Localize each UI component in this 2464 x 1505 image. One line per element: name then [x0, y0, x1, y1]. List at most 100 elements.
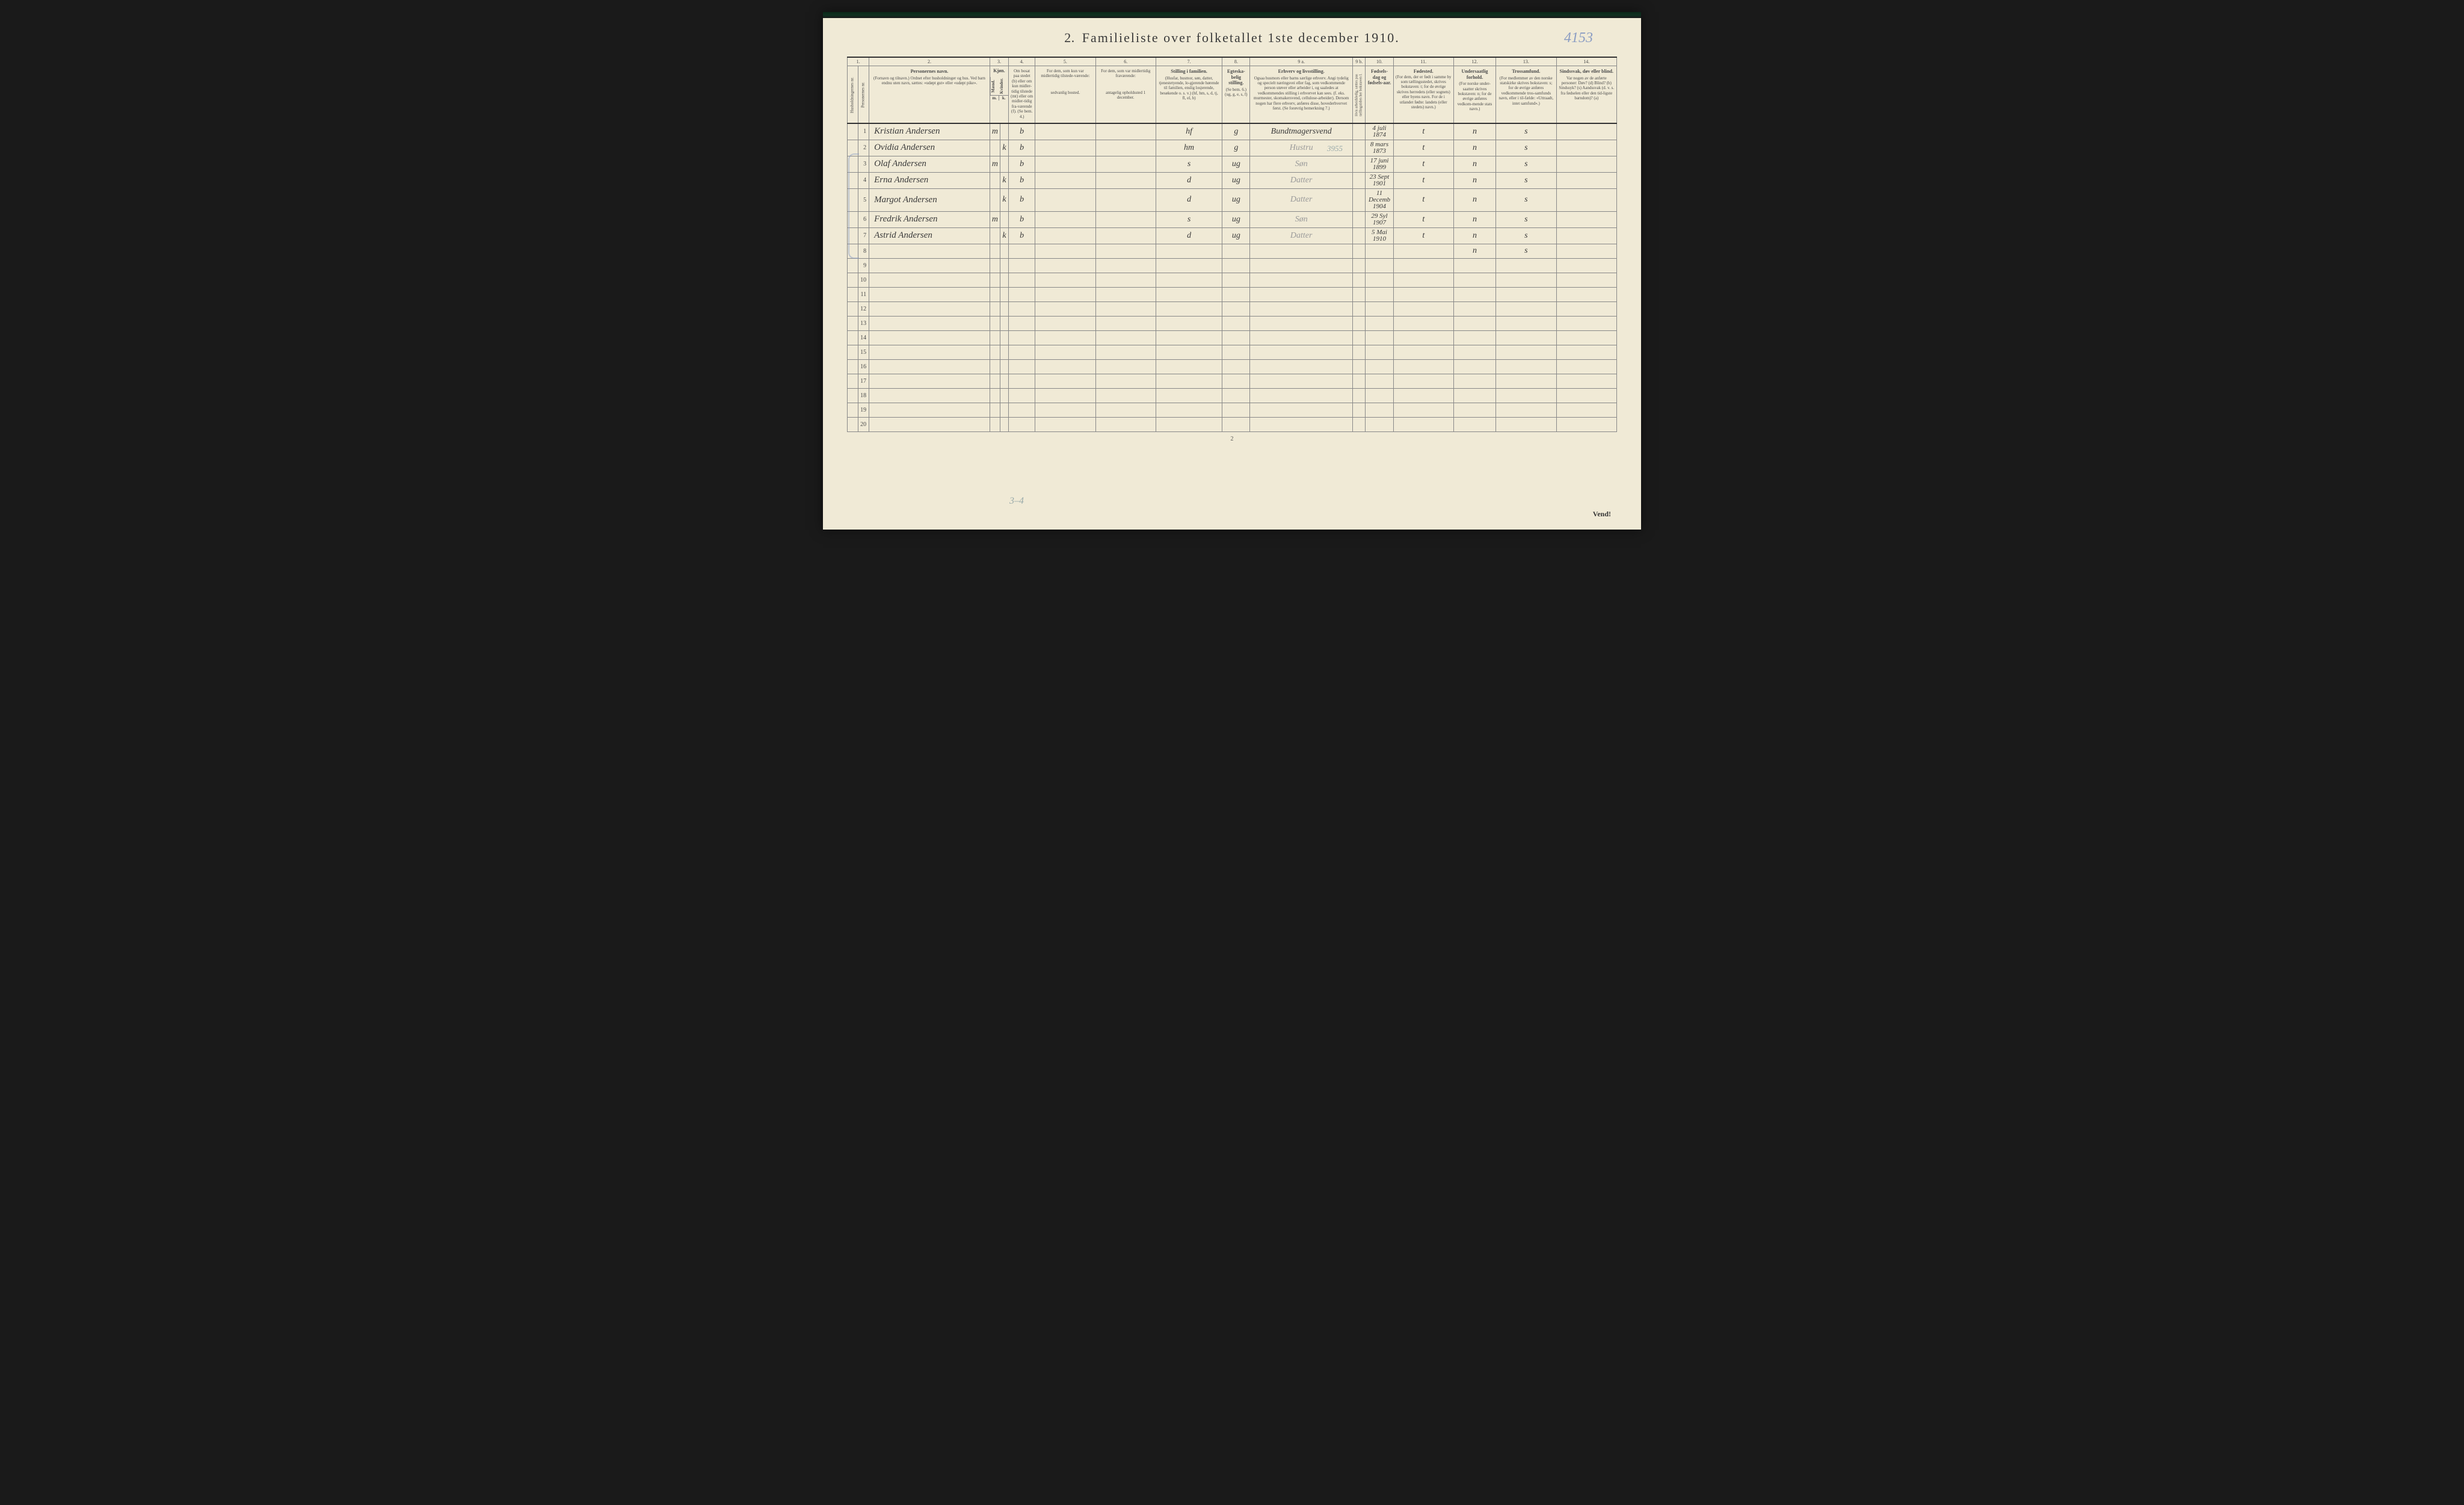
- cell-hh: [848, 273, 858, 287]
- table-row: 1Kristian AndersenmbhfgBundtmagersvend4 …: [848, 123, 1617, 140]
- cell-sex-m: [990, 316, 1000, 330]
- cell-person-no: 3: [858, 156, 869, 172]
- hdr-c7: Stilling i familien.(Husfar, husmor, søn…: [1156, 66, 1222, 123]
- cell-c6: [1095, 123, 1156, 140]
- cell-c10: 17 juni 1899: [1366, 156, 1393, 172]
- cell-sex-k: [1000, 258, 1009, 273]
- table-row: 6Fredrik AndersenmbsugSøn29 Syl 1907tns: [848, 211, 1617, 227]
- cell-c6: [1095, 374, 1156, 388]
- cell-c6: [1095, 273, 1156, 287]
- cell-c8: ug: [1222, 227, 1250, 244]
- cell-c8: ug: [1222, 211, 1250, 227]
- cell-sex-m: m: [990, 123, 1000, 140]
- colnum-5: 5.: [1035, 57, 1095, 66]
- cell-c14: [1556, 359, 1616, 374]
- cell-c7: d: [1156, 188, 1222, 211]
- cell-c12: [1453, 258, 1495, 273]
- cell-c11: [1393, 316, 1453, 330]
- cell-name: [869, 417, 990, 431]
- colnum-14: 14.: [1556, 57, 1616, 66]
- cell-sex-k: [1000, 273, 1009, 287]
- cell-name: [869, 258, 990, 273]
- cell-c5: [1035, 244, 1095, 258]
- cell-presence: [1009, 374, 1035, 388]
- cell-c12: n: [1453, 172, 1495, 188]
- cell-c14: [1556, 316, 1616, 330]
- cell-hh: [848, 417, 858, 431]
- cell-c14: [1556, 156, 1616, 172]
- cell-sex-m: [990, 417, 1000, 431]
- cell-hh: [848, 316, 858, 330]
- cell-hh: [848, 374, 858, 388]
- cell-person-no: 1: [858, 123, 869, 140]
- cell-hh: [848, 403, 858, 417]
- cell-sex-k: k: [1000, 188, 1009, 211]
- cell-c12: n: [1453, 211, 1495, 227]
- cell-sex-m: [990, 227, 1000, 244]
- footer-page-number: 2: [847, 436, 1617, 442]
- cell-c14: [1556, 172, 1616, 188]
- cell-c7: [1156, 417, 1222, 431]
- cell-c7: [1156, 244, 1222, 258]
- table-row: 18: [848, 388, 1617, 403]
- cell-person-no: 15: [858, 345, 869, 359]
- cell-c13: [1496, 258, 1556, 273]
- cell-person-no: 12: [858, 301, 869, 316]
- cell-sex-k: [1000, 403, 1009, 417]
- cell-c14: [1556, 403, 1616, 417]
- cell-name: [869, 287, 990, 301]
- cell-sex-k: [1000, 287, 1009, 301]
- cell-c7: [1156, 316, 1222, 330]
- cell-hh: [848, 123, 858, 140]
- cell-person-no: 5: [858, 188, 869, 211]
- cell-person-no: 13: [858, 316, 869, 330]
- cell-c8: [1222, 244, 1250, 258]
- cell-hh: [848, 345, 858, 359]
- cell-hh: [848, 330, 858, 345]
- cell-c11: t: [1393, 211, 1453, 227]
- cell-c8: ug: [1222, 188, 1250, 211]
- cell-c8: [1222, 258, 1250, 273]
- cell-c6: [1095, 301, 1156, 316]
- hdr-c11: Fødested.(For dem, der er født i samme b…: [1393, 66, 1453, 123]
- cell-c10: [1366, 345, 1393, 359]
- cell-person-no: 2: [858, 140, 869, 156]
- cell-sex-m: [990, 301, 1000, 316]
- cell-person-no: 16: [858, 359, 869, 374]
- cell-name: Ovidia Andersen: [869, 140, 990, 156]
- cell-c5: [1035, 140, 1095, 156]
- cell-hh: [848, 359, 858, 374]
- cell-c11: [1393, 374, 1453, 388]
- cell-sex-k: [1000, 211, 1009, 227]
- cell-presence: b: [1009, 156, 1035, 172]
- cell-c8: [1222, 417, 1250, 431]
- cell-c10: [1366, 417, 1393, 431]
- colnum-7: 7.: [1156, 57, 1222, 66]
- cell-sex-m: [990, 172, 1000, 188]
- cell-person-no: 4: [858, 172, 869, 188]
- cell-c14: [1556, 258, 1616, 273]
- cell-c12: n: [1453, 123, 1495, 140]
- cell-sex-k: [1000, 417, 1009, 431]
- cell-c6: [1095, 359, 1156, 374]
- cell-sex-k: [1000, 123, 1009, 140]
- cell-c13: [1496, 345, 1556, 359]
- cell-c11: [1393, 287, 1453, 301]
- cell-c9b: [1353, 330, 1366, 345]
- cell-c7: s: [1156, 156, 1222, 172]
- cell-c9b: [1353, 211, 1366, 227]
- cell-c11: [1393, 301, 1453, 316]
- colnum-13: 13.: [1496, 57, 1556, 66]
- table-row: 10: [848, 273, 1617, 287]
- cell-sex-m: [990, 244, 1000, 258]
- cell-c9a: [1250, 330, 1353, 345]
- cell-sex-k: [1000, 388, 1009, 403]
- cell-c7: s: [1156, 211, 1222, 227]
- cell-c10: 4 juli 1874: [1366, 123, 1393, 140]
- cell-name: [869, 244, 990, 258]
- cell-c9b: [1353, 156, 1366, 172]
- cell-c5: [1035, 273, 1095, 287]
- cell-person-no: 17: [858, 374, 869, 388]
- cell-c9b: [1353, 123, 1366, 140]
- cell-presence: b: [1009, 172, 1035, 188]
